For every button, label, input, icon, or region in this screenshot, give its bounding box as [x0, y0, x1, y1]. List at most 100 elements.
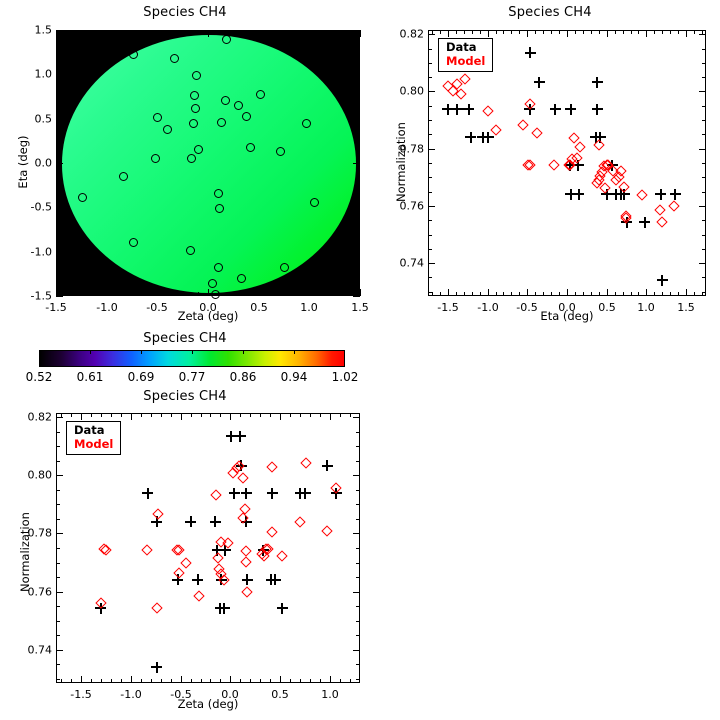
axis-tick [56, 446, 60, 447]
axis-tick [543, 292, 544, 296]
axis-tick [310, 679, 311, 683]
axis-tick [181, 413, 182, 420]
image-data-point [190, 91, 200, 101]
axis-tick [330, 30, 331, 34]
axis-tick [220, 413, 221, 417]
axis-tick [702, 49, 706, 50]
zeta-xtick-label: -0.5 [170, 688, 192, 701]
axis-tick [218, 30, 219, 34]
zeta-data-marker [235, 460, 247, 472]
zeta-point-layer [95, 430, 342, 673]
axis-tick [356, 48, 360, 49]
eta-data-marker [669, 188, 681, 200]
image-xtick-label: 1.5 [351, 301, 369, 314]
image-data-point [236, 273, 246, 283]
eta-plot-area [428, 30, 706, 296]
image-ytick-label: 0.0 [34, 156, 53, 170]
axis-tick [356, 490, 360, 491]
axis-tick [161, 413, 162, 417]
axis-tick [591, 30, 592, 34]
axis-tick [353, 119, 360, 120]
eta-xtick-label: 1.0 [637, 301, 655, 314]
axis-tick [260, 413, 261, 417]
axis-tick [686, 30, 687, 37]
axis-tick [503, 292, 504, 296]
axis-tick [299, 30, 300, 34]
image-data-point [233, 100, 243, 110]
axis-tick [56, 252, 60, 253]
axis-tick [56, 296, 63, 297]
axis-tick [151, 413, 152, 417]
axis-tick [56, 577, 60, 578]
axis-tick [638, 30, 639, 34]
eta-ytick-label: 0.82 [399, 27, 425, 41]
zeta-ytick-label: 0.80 [27, 468, 53, 482]
zeta-xtick-label: 1.0 [321, 688, 339, 701]
axis-tick [147, 292, 148, 296]
axis-tick [519, 30, 520, 34]
axis-tick [567, 289, 568, 296]
image-data-point [309, 198, 319, 208]
axis-tick [167, 30, 168, 34]
axis-tick [488, 30, 489, 37]
axis-tick [56, 548, 60, 549]
axis-tick [702, 77, 706, 78]
axis-tick [280, 413, 281, 420]
axis-tick [81, 413, 82, 420]
axis-tick [428, 106, 432, 107]
axis-tick [543, 30, 544, 34]
eta-data-marker [565, 188, 577, 200]
zeta-legend-data-label: Data [74, 423, 105, 437]
eta-xtick-label: 0.5 [598, 301, 616, 314]
axis-tick [615, 292, 616, 296]
axis-tick [662, 292, 663, 296]
colorbar-tick [192, 350, 193, 354]
image-data-point [256, 90, 266, 100]
axis-tick [428, 292, 432, 293]
axis-tick [356, 252, 360, 253]
axis-tick [583, 30, 584, 34]
image-data-point [220, 96, 230, 106]
axis-tick [171, 679, 172, 683]
eta-xtick-label: -1.5 [437, 301, 459, 314]
zeta-data-marker [228, 487, 240, 499]
image-xtick-label: 0.0 [199, 301, 217, 314]
axis-tick [428, 163, 432, 164]
axis-tick [161, 679, 162, 683]
axis-tick [97, 30, 98, 34]
image-xtick-label: -1.0 [96, 301, 118, 314]
axis-tick [356, 145, 360, 146]
axis-tick [535, 292, 536, 296]
axis-tick [56, 243, 60, 244]
axis-tick [56, 490, 60, 491]
axis-tick [198, 30, 199, 34]
axis-tick [56, 278, 60, 279]
axis-tick [702, 192, 706, 193]
axis-tick [356, 278, 360, 279]
axis-tick [599, 292, 600, 296]
axis-tick [81, 676, 82, 683]
axis-tick [702, 134, 706, 135]
zeta-panel: Species CH4 -1.5 -1.0 -0.5 0.0 0.5 1.0 0.82 0.8… [0, 385, 370, 720]
axis-tick [631, 292, 632, 296]
image-data-point [301, 118, 311, 128]
axis-tick [270, 413, 271, 417]
axis-tick [56, 635, 60, 636]
axis-tick [300, 413, 301, 417]
axis-tick [56, 145, 60, 146]
axis-tick [480, 30, 481, 34]
axis-tick [428, 206, 435, 207]
image-xtick-label: 1.0 [300, 301, 318, 314]
axis-tick [198, 292, 199, 296]
axis-tick [107, 30, 108, 34]
axis-tick [208, 30, 209, 37]
axis-tick [330, 676, 331, 683]
axis-tick [56, 519, 60, 520]
axis-tick [210, 413, 211, 417]
axis-tick [702, 177, 706, 178]
axis-tick [607, 30, 608, 37]
axis-tick [61, 679, 62, 683]
zeta-data-marker [266, 487, 278, 499]
colorbar-panel: Species CH4 0.52 0.61 0.69 0.77 0.86 0.94 1.02 [0, 330, 370, 388]
axis-tick [280, 676, 281, 683]
